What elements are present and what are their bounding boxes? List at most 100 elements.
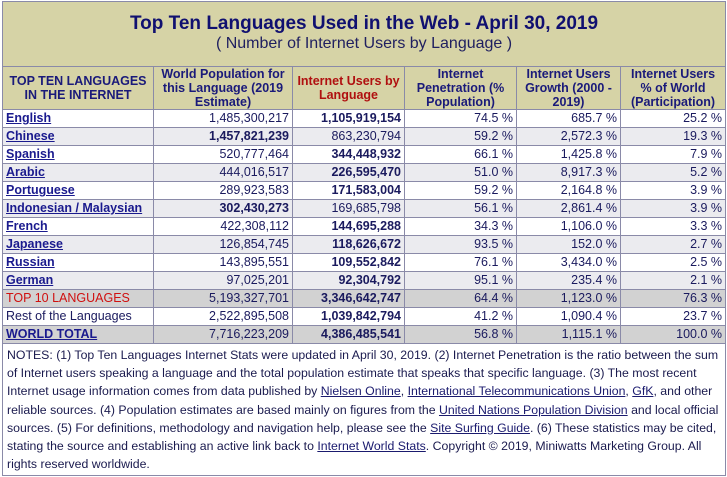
internet-world-stats-link[interactable]: Internet World Stats [317,439,426,454]
cell: 3,346,642,747 [292,289,405,308]
cell: 344,448,932 [292,145,405,164]
language-link[interactable]: Indonesian / Malaysian [6,201,143,215]
page-subtitle: ( Number of Internet Users by Language ) [215,35,513,52]
cell: 56.1 % [404,199,517,218]
cell: 685.7 % [516,109,621,128]
cell: 4,386,485,541 [292,325,405,344]
cell: 23.7 % [619,307,727,326]
language-link[interactable]: English [6,111,52,125]
language-link[interactable]: Spanish [6,147,55,161]
cell: 1,425.8 % [516,145,621,164]
cell: 1,457,821,239 [153,127,293,146]
language-link[interactable]: Portuguese [6,183,75,197]
itu-link[interactable]: International Telecommunications Union [407,384,626,399]
col-header-penetration: Internet Penetration (% Population) [404,66,517,110]
notes-text: NOTES: (1) Top Ten Languages Internet St… [7,348,719,399]
language-link[interactable]: Japanese [6,237,63,251]
cell: 64.4 % [404,289,517,308]
cell: 34.3 % [404,217,517,236]
table-row: German 97,025,201 92,304,792 95.1 % 235.4 % 2… [2,271,727,290]
cell: 56.8 % [404,325,517,344]
gfk-link[interactable]: GfK [632,384,654,399]
cell: 76.1 % [404,253,517,272]
cell: 143,895,551 [153,253,293,272]
cell: 93.5 % [404,235,517,254]
language-link[interactable]: Arabic [6,165,45,179]
cell: 1,115.1 % [516,325,621,344]
cell: 171,583,004 [292,181,405,200]
cell: 863,230,794 [292,127,405,146]
cell: 19.3 % [619,127,727,146]
cell: 1,123.0 % [516,289,621,308]
cell: 152.0 % [516,235,621,254]
notes-text: , [400,384,408,399]
cell: 422,308,112 [153,217,293,236]
cell: 92,304,792 [292,271,405,290]
cell: 7.9 % [619,145,727,164]
cell: 1,105,919,154 [292,109,405,128]
table-row: English 1,485,300,217 1,105,919,154 74.5 % 6… [2,109,727,128]
cell: 25.2 % [619,109,727,128]
world-total-link[interactable]: WORLD TOTAL [6,327,98,341]
table-row: Arabic 444,016,517 226,595,470 51.0 % 8,917.… [2,163,727,182]
cell: 1,485,300,217 [153,109,293,128]
cell: 2.7 % [619,235,727,254]
cell: 8,917.3 % [516,163,621,182]
notes-text: , and other reliable sources. (4) Popula… [7,384,713,417]
cell: 1,039,842,794 [292,307,405,326]
cell: 118,626,672 [292,235,405,254]
notes-text: . (6) These statistics may be cited, sta… [7,420,717,454]
cell: 59.2 % [404,127,517,146]
cell: 2,164.8 % [516,181,621,200]
top10-label: TOP 10 LANGUAGES [2,289,154,308]
cell: 95.1 % [404,271,517,290]
cell: 74.5 % [404,109,517,128]
notes-text: , [625,384,633,399]
cell: 7,716,223,209 [153,325,293,344]
cell: 1,106.0 % [516,217,621,236]
world-total-row: WORLD TOTAL 7,716,223,209 4,386,485,541 … [2,325,727,344]
col-header-language: TOP TEN LANGUAGES IN THE INTERNET [2,66,154,110]
header-row: TOP TEN LANGUAGES IN THE INTERNET World … [2,66,727,110]
language-link[interactable]: Russian [6,255,55,269]
table-row: Portuguese 289,923,583 171,583,004 59.2 % 2,… [2,181,727,200]
cell: 3.3 % [619,217,727,236]
table-row: Indonesian / Malaysian 302,430,273 169,685… [2,199,727,218]
cell: 2.5 % [619,253,727,272]
cell: 144,695,288 [292,217,405,236]
table-row: Spanish 520,777,464 344,448,932 66.1 % 1,425… [2,145,727,164]
cell: 51.0 % [404,163,517,182]
language-link[interactable]: German [6,273,54,287]
table-row: Chinese 1,457,821,239 863,230,794 59.2 % 2,5… [2,127,727,146]
cell: 59.2 % [404,181,517,200]
language-link[interactable]: Chinese [6,129,55,143]
cell: 169,685,798 [292,199,405,218]
notes: NOTES: (1) Top Ten Languages Internet St… [1,342,727,477]
cell: 3.9 % [619,181,727,200]
language-link[interactable]: French [6,219,48,233]
cell: 76.3 % [619,289,727,308]
table-title-cell: Top Ten Languages Used in the Web - Apri… [1,1,727,67]
table-row: French 422,308,112 144,695,288 34.3 % 1,106.… [2,217,727,236]
cell: 226,595,470 [292,163,405,182]
cell: 2,572.3 % [516,127,621,146]
cell: 289,923,583 [153,181,293,200]
un-population-link[interactable]: United Nations Population Division [438,402,628,417]
cell: 1,090.4 % [516,307,621,326]
cell: 126,854,745 [153,235,293,254]
top10-row: TOP 10 LANGUAGES 5,193,327,701 3,346,642… [2,289,727,308]
cell: 100.0 % [619,325,727,344]
col-header-growth: Internet Users Growth (2000 - 2019) [516,66,621,110]
cell: 41.2 % [404,307,517,326]
col-header-users: Internet Users by Language [292,66,405,110]
cell: 5,193,327,701 [153,289,293,308]
cell: 3,434.0 % [516,253,621,272]
cell: 5.2 % [619,163,727,182]
nielsen-link[interactable]: Nielsen Online [320,384,401,399]
cell: 520,777,464 [153,145,293,164]
cell: 2,522,895,508 [153,307,293,326]
site-surfing-guide-link[interactable]: Site Surfing Guide [430,420,530,435]
cell: 2.1 % [619,271,727,290]
table-row: Japanese 126,854,745 118,626,672 93.5 % 152.… [2,235,727,254]
page-title: Top Ten Languages Used in the Web - Apri… [129,13,599,34]
